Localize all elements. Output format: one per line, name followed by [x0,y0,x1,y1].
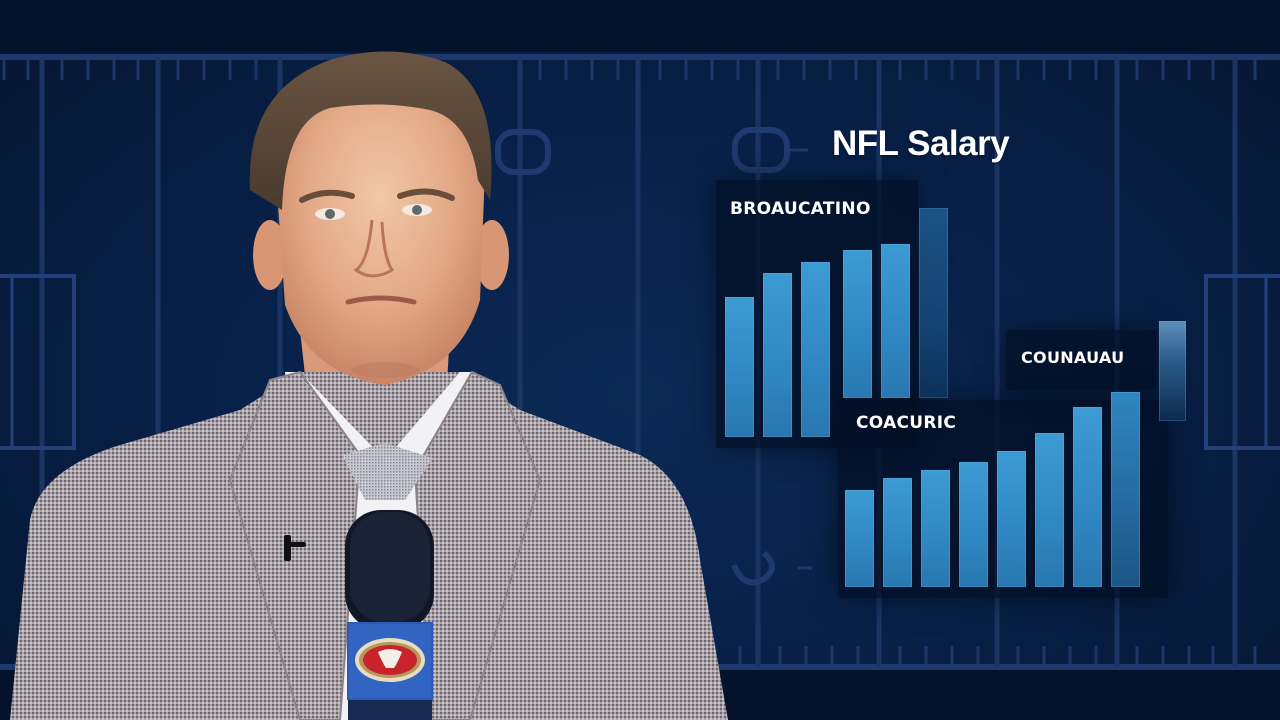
chart-title: NFL Salary [832,124,1010,163]
mouth [345,295,417,305]
right-ear [475,220,509,290]
chart-bar [763,273,792,437]
face [275,72,485,385]
series-label-coaching: COACURIC [856,413,957,433]
nose [353,219,395,278]
handheld-mic-icon [345,510,434,720]
chart-bar [883,478,912,587]
chart-bar [843,250,872,398]
chart-bar [921,470,950,587]
series-label-broadcasting: BROAUCATINO [730,199,871,219]
broadcasting-bar-group-upper [843,208,957,398]
chart-bar [997,451,1026,587]
right-eyebrow [397,188,455,201]
tie-knot [342,443,433,500]
chart-bar [1073,407,1102,587]
coaching-bar-group [845,388,1149,587]
chart-bar [881,244,910,398]
series-label-third: COUNAUAU [1021,348,1125,367]
chart-bar [1035,433,1064,587]
chart-bar [845,490,874,587]
hair [249,51,492,210]
third-chart-panel [1006,330,1156,390]
lapel-mic-icon [284,535,306,561]
chart-bar-ghost [1159,321,1186,421]
team-logo-icon [355,638,425,682]
presenter-figure [10,51,728,720]
left-ear [253,220,287,290]
left-eyebrow [299,189,355,203]
top-dark-band [0,0,1280,52]
chart-bar [801,262,830,437]
chart-bar [919,208,948,398]
broadcasting-bar-group [725,240,839,437]
chart-bar [959,462,988,587]
chart-bar [725,297,754,437]
chart-bar [1111,392,1140,587]
